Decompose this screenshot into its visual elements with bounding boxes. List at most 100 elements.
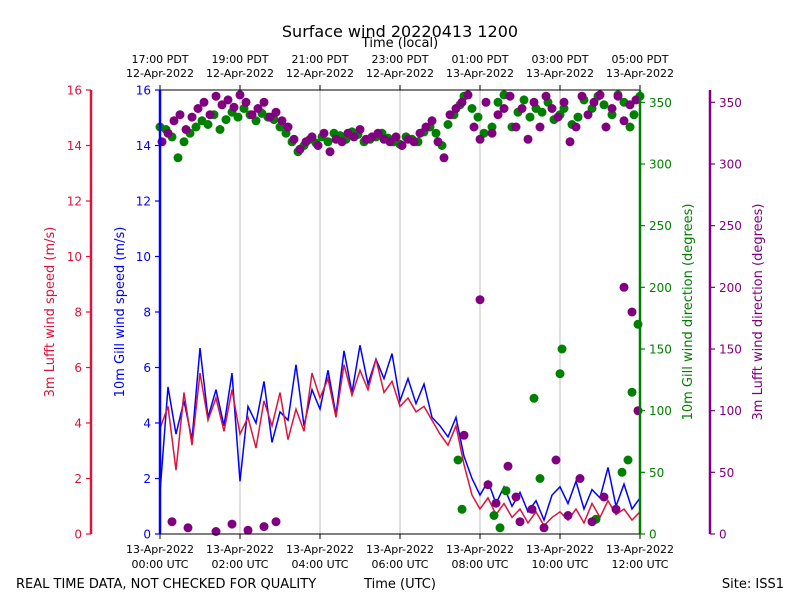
series-line-1: [159, 359, 641, 527]
lufft_speed-tick-label-4: 8: [74, 306, 82, 320]
point-3-56: [493, 110, 503, 120]
lufft_dir-tick-label-1: 50: [719, 466, 734, 480]
point-3-46: [433, 137, 443, 147]
point-2-67: [559, 104, 569, 113]
point-3-49: [451, 104, 461, 113]
point-3-20: [277, 116, 287, 126]
point-3-2: [169, 116, 179, 126]
point-3-73: [595, 90, 605, 100]
point-3-33: [355, 125, 365, 134]
point-3-50: [457, 97, 467, 107]
gill_dir-tick-label-5: 250: [649, 219, 672, 233]
point-3-9: [211, 91, 221, 101]
gill_speed-tick-label-2: 4: [143, 417, 151, 431]
top-tick-label2-1: 12-Apr-2022: [206, 67, 274, 80]
point-3-65: [547, 104, 557, 113]
point-3-19: [271, 107, 281, 117]
point-2-91: [623, 455, 633, 465]
point-2-90: [617, 467, 627, 477]
lufft_speed-tick-label-0: 0: [74, 528, 82, 542]
point-3-96: [551, 455, 561, 465]
top-tick-label2-2: 12-Apr-2022: [286, 67, 354, 80]
gill_speed-tick-label-0: 0: [143, 528, 151, 542]
point-3-1: [163, 128, 173, 138]
top-axis-label: Time (local): [361, 36, 438, 51]
lufft-dir-axis-label: 3m Lufft wind direction (degrees): [751, 204, 766, 421]
point-3-48: [445, 110, 455, 120]
point-3-81: [183, 523, 193, 533]
point-3-83: [227, 519, 237, 529]
point-3-80: [167, 517, 177, 527]
top-tick-label2-5: 13-Apr-2022: [526, 67, 594, 80]
point-2-11: [221, 115, 231, 125]
point-2-10: [215, 125, 225, 134]
x-tick-label2-5: 10:00 UTC: [531, 558, 588, 571]
point-3-67: [559, 97, 569, 107]
point-3-11: [223, 95, 233, 105]
point-3-32: [349, 132, 359, 142]
point-3-52: [469, 122, 479, 132]
point-3-15: [247, 110, 257, 120]
point-3-102: [619, 282, 629, 292]
point-3-93: [515, 517, 525, 527]
point-2-87: [555, 369, 565, 379]
point-3-72: [589, 97, 599, 107]
lufft_dir-tick-label-4: 200: [719, 281, 742, 295]
point-3-92: [511, 492, 521, 502]
lufft_dir-tick-label-5: 250: [719, 219, 742, 233]
top-tick-label-0: 17:00 PDT: [131, 53, 188, 66]
point-3-89: [483, 480, 493, 490]
gill_dir-tick-label-2: 100: [649, 404, 672, 418]
point-3-101: [611, 504, 621, 514]
point-2-85: [529, 393, 539, 403]
point-3-12: [229, 102, 239, 112]
x-tick-label-0: 13-Apr-2022: [126, 543, 194, 556]
top-tick-label-2: 21:00 PDT: [291, 53, 348, 66]
point-3-59: [511, 122, 521, 132]
gill_dir-tick-label-4: 200: [649, 281, 672, 295]
point-3-78: [625, 100, 635, 110]
point-3-90: [491, 498, 501, 508]
point-3-25: [307, 132, 317, 142]
point-3-77: [619, 116, 629, 126]
point-3-22: [289, 134, 299, 144]
top-tick-label2-6: 13-Apr-2022: [606, 67, 674, 80]
top-tick-label-1: 19:00 PDT: [211, 53, 268, 66]
top-tick-label-6: 05:00 PDT: [611, 53, 668, 66]
gill-speed-axis-label: 10m Gill wind speed (m/s): [113, 227, 128, 398]
x-tick-label2-2: 04:00 UTC: [291, 558, 348, 571]
point-3-36: [373, 128, 383, 138]
lufft_dir-tick-label-2: 100: [719, 404, 742, 418]
gill_dir-tick-label-0: 0: [649, 528, 657, 542]
lufft_dir-tick-label-0: 0: [719, 528, 727, 542]
point-2-63: [537, 107, 547, 117]
x-axis-label: Time (UTC): [363, 577, 436, 592]
top-tick-label2-3: 12-Apr-2022: [366, 67, 434, 80]
top-tick-label2-4: 13-Apr-2022: [446, 67, 514, 80]
point-3-95: [539, 523, 549, 533]
lufft_speed-tick-label-7: 14: [67, 139, 82, 153]
point-3-51: [463, 90, 473, 100]
point-3-16: [253, 104, 263, 113]
point-3-62: [529, 97, 539, 107]
point-3-24: [301, 137, 311, 147]
gill_dir-tick-label-7: 350: [649, 96, 672, 110]
point-3-21: [283, 122, 293, 132]
x-tick-label-3: 13-Apr-2022: [366, 543, 434, 556]
lufft_speed-tick-label-1: 2: [74, 472, 82, 486]
point-3-26: [313, 141, 323, 150]
point-3-17: [259, 97, 269, 107]
point-3-82: [211, 527, 221, 536]
point-3-54: [481, 97, 491, 107]
point-3-43: [415, 128, 425, 138]
point-3-100: [599, 492, 609, 502]
x-tick-label2-6: 12:00 UTC: [611, 558, 668, 571]
x-tick-label-2: 13-Apr-2022: [286, 543, 354, 556]
point-3-87: [459, 430, 469, 440]
footer-site: Site: ISS1: [722, 577, 784, 592]
series-line-0: [159, 345, 641, 523]
point-3-5: [187, 112, 197, 122]
point-2-4: [179, 137, 189, 147]
series-layer: [155, 90, 645, 536]
point-2-48: [443, 120, 453, 129]
